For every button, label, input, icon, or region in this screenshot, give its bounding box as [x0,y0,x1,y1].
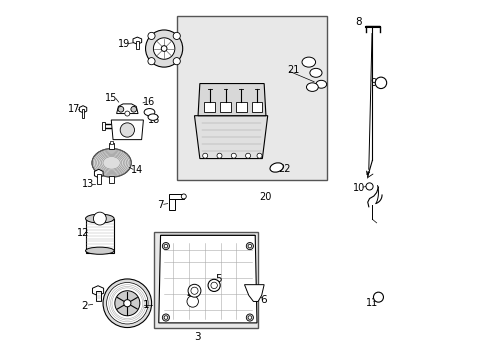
Circle shape [106,283,148,324]
Ellipse shape [85,247,114,254]
Bar [102,122,105,130]
Ellipse shape [85,214,114,223]
Text: 19: 19 [118,39,130,49]
Ellipse shape [302,57,315,67]
Polygon shape [116,104,138,113]
Bar [109,143,114,149]
Polygon shape [79,106,86,113]
Polygon shape [111,120,143,140]
Circle shape [164,244,167,248]
Polygon shape [198,84,265,116]
Circle shape [93,212,106,225]
Polygon shape [94,169,103,178]
Text: 14: 14 [131,165,143,175]
Circle shape [145,30,183,67]
Circle shape [148,58,155,65]
Circle shape [231,153,236,158]
Circle shape [148,32,155,40]
Ellipse shape [309,68,322,77]
Ellipse shape [148,114,158,120]
Text: 13: 13 [82,179,94,189]
Circle shape [365,183,372,190]
Text: 3: 3 [194,332,200,342]
Text: 10: 10 [352,183,364,193]
Circle shape [153,38,175,59]
Bar [136,41,139,49]
Text: 18: 18 [148,115,160,125]
Circle shape [217,153,222,158]
Circle shape [124,111,130,116]
Bar [110,141,113,144]
Circle shape [161,46,166,51]
Text: 16: 16 [142,97,155,107]
Circle shape [162,314,169,321]
Text: 9: 9 [370,78,376,88]
Bar [251,102,262,112]
Bar [97,174,101,184]
Circle shape [164,316,167,319]
Text: 4: 4 [186,290,193,300]
Circle shape [115,291,140,316]
Polygon shape [244,285,264,301]
Circle shape [162,243,169,249]
Ellipse shape [306,83,318,91]
Polygon shape [92,286,103,296]
Bar [109,176,114,183]
Bar [176,16,326,180]
Bar [169,194,183,199]
Bar [235,102,246,112]
Circle shape [173,58,180,65]
Bar [204,102,215,112]
Circle shape [181,194,186,199]
Text: 17: 17 [67,104,80,113]
Circle shape [246,314,253,321]
Circle shape [210,282,217,289]
Circle shape [131,107,136,112]
Circle shape [123,300,131,307]
Circle shape [247,244,251,248]
Ellipse shape [269,163,283,172]
Text: 11: 11 [366,298,378,308]
Text: 21: 21 [287,65,299,75]
Text: 8: 8 [355,17,362,27]
Circle shape [188,284,201,297]
Ellipse shape [144,109,155,116]
Circle shape [247,316,251,319]
Text: 1: 1 [142,300,149,310]
Polygon shape [159,235,257,323]
Circle shape [103,279,151,328]
Circle shape [257,153,262,158]
Circle shape [245,153,250,158]
Circle shape [203,153,207,158]
Circle shape [173,32,180,40]
Text: 12: 12 [77,228,89,238]
Circle shape [207,279,220,292]
Bar [154,232,258,328]
Text: 2: 2 [81,301,88,311]
Text: 6: 6 [259,295,266,305]
Circle shape [118,107,123,112]
Circle shape [190,287,198,294]
Circle shape [246,243,253,249]
Polygon shape [133,37,142,44]
Bar [81,109,84,118]
Text: 7: 7 [157,200,163,210]
Circle shape [373,292,383,302]
Text: 20: 20 [259,192,271,202]
Bar [169,198,175,210]
Text: 22: 22 [278,163,290,174]
Circle shape [186,296,198,307]
Bar [95,291,101,301]
Circle shape [374,77,386,89]
Bar [85,219,114,252]
Bar [220,102,230,112]
Polygon shape [160,235,255,239]
Text: 15: 15 [105,93,118,103]
Polygon shape [194,116,267,158]
Text: 5: 5 [215,274,222,284]
Ellipse shape [315,80,326,88]
Circle shape [120,123,134,137]
Ellipse shape [92,149,131,177]
